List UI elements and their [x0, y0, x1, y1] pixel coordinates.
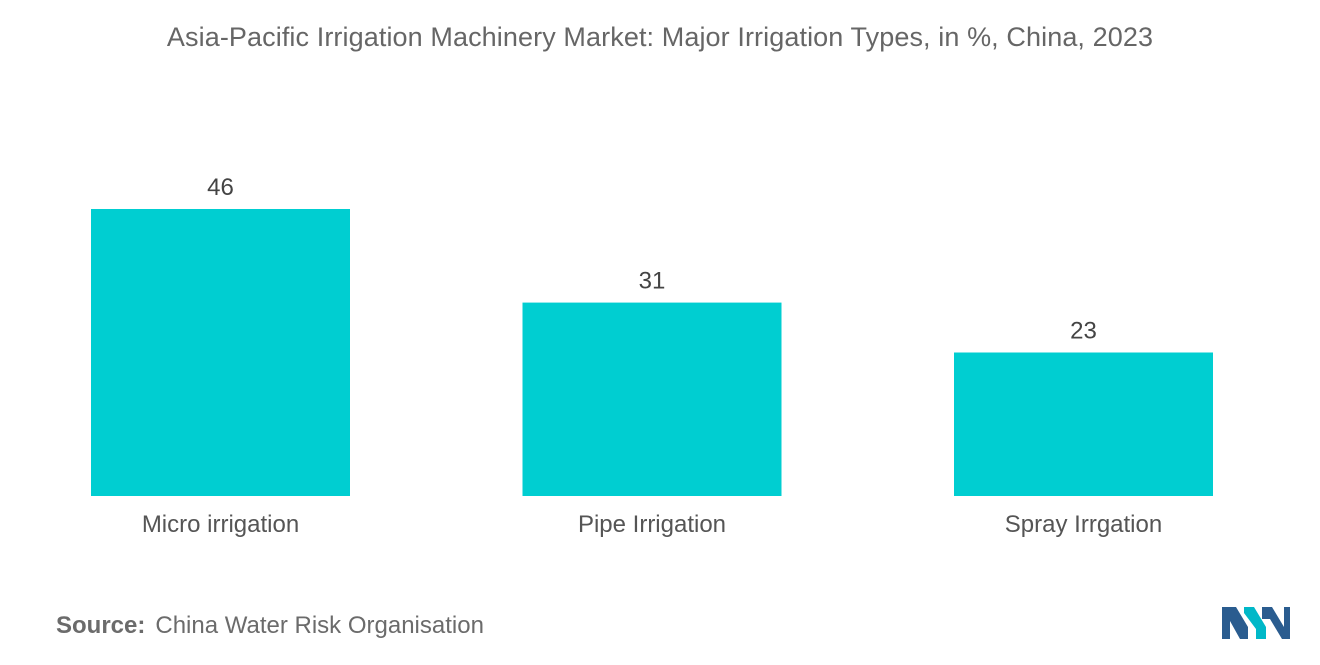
bar-2: [522, 302, 782, 496]
source-label: Source:: [56, 612, 146, 639]
bar-3: [954, 352, 1213, 496]
category-label-1: Micro irrigation: [142, 511, 299, 538]
bar-chart: 46 Micro irrigation 31 Pipe Irrigation 23 Spr…: [91, 174, 1213, 538]
category-label-3: Spray Irrgation: [1005, 511, 1162, 538]
data-label-1: 46: [207, 174, 234, 201]
data-label-2: 31: [639, 268, 666, 295]
logo-shape-right: [1262, 607, 1290, 639]
logo-shape-left: [1222, 607, 1248, 639]
mordor-intelligence-logo-icon: [1222, 607, 1290, 639]
source-text: China Water Risk Organisation: [155, 612, 484, 639]
chart-title: Asia-Pacific Irrigation Machinery Market…: [166, 22, 1154, 52]
source-note: Source: China Water Risk Organisation: [56, 612, 484, 640]
bar-1: [91, 209, 350, 496]
category-label-2: Pipe Irrigation: [578, 511, 726, 538]
logo-shape-mid: [1244, 607, 1266, 639]
data-label-3: 23: [1070, 318, 1097, 345]
